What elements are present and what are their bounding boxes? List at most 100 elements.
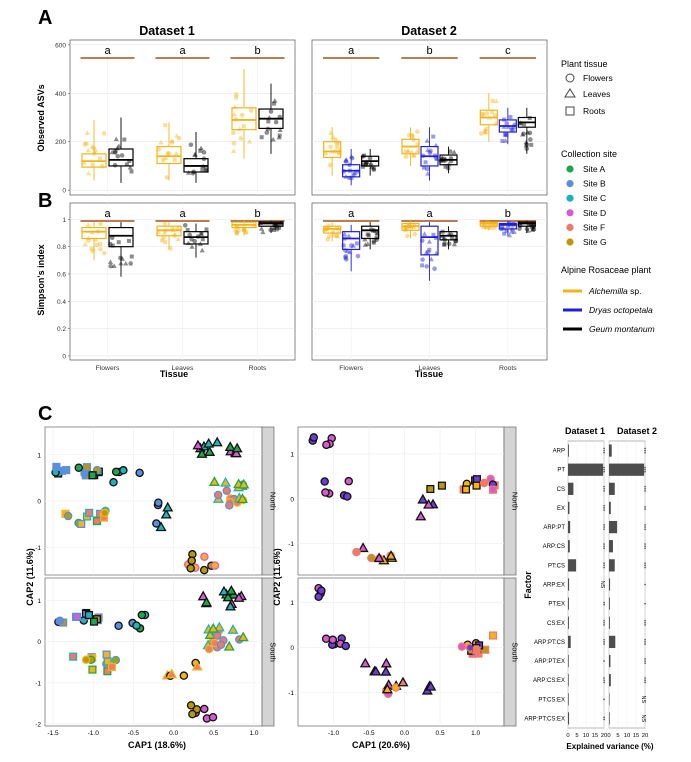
panel-c-d1-strip-label: North xyxy=(269,492,278,510)
panel-a-d2-point xyxy=(523,142,529,148)
panel-a-d2-point xyxy=(367,156,373,161)
panel-a-d2-point xyxy=(451,149,457,155)
panel-a-d2-point xyxy=(524,129,531,135)
variance-bar xyxy=(609,540,613,553)
panel-a-d1-point xyxy=(231,111,237,117)
panel-a-d2-point xyxy=(343,158,349,163)
panel-b-d2-point xyxy=(449,236,454,241)
panel-b-d1-point xyxy=(116,240,121,245)
panel-a-d2-point xyxy=(425,147,431,153)
panel-a-d2-point xyxy=(441,158,446,163)
legend-site-label: Site C xyxy=(583,193,606,203)
variance-bar xyxy=(609,635,616,649)
variance-bar xyxy=(568,597,569,610)
panel-c-d2-point xyxy=(415,510,427,521)
panel-b-d2-point xyxy=(371,238,377,244)
variance-title-dataset1: Dataset 1 xyxy=(565,426,605,436)
variance-signif: * xyxy=(640,603,646,606)
panel-c-d1-point xyxy=(207,622,219,633)
panel-a-d2-sig-letter: b xyxy=(426,45,432,57)
panel-a-d2-point xyxy=(502,138,509,143)
panel-c-d2-xtick-label: 0.5 xyxy=(436,730,445,737)
panel-b-d1-point xyxy=(199,247,205,253)
panel-b-d1-point xyxy=(82,241,88,247)
variance-bar xyxy=(568,463,604,476)
variance-signif: *** xyxy=(599,447,605,454)
variance-bar xyxy=(609,444,612,457)
panel-a-d1-point xyxy=(163,123,168,128)
panel-a-d2-point xyxy=(442,156,447,161)
legend-site-label: Site F xyxy=(583,222,605,232)
panel-c-d1-point xyxy=(111,655,121,665)
panel-a-d1-point xyxy=(169,138,175,143)
panel-b-d1-point xyxy=(192,238,198,244)
panel-c-d1-point xyxy=(225,584,237,595)
panel-c-d2-ytick-label: 0 xyxy=(290,645,294,652)
y-axis-label-b: Simpson's index xyxy=(36,244,46,315)
panel-a-d1-point xyxy=(239,112,245,118)
panel-b-d1-point xyxy=(161,230,168,235)
panel-c-d2-point xyxy=(341,641,350,651)
panel-b-d2-box xyxy=(342,231,361,251)
panel-a-d2-point xyxy=(504,133,509,138)
panel-b-d1-point xyxy=(232,227,239,232)
variance-signif: *** xyxy=(599,620,605,627)
variance-signif: *** xyxy=(640,658,646,665)
panel-a-d2-point xyxy=(371,167,377,172)
panel-a-d2-point xyxy=(405,148,411,153)
panel-b-d1-point xyxy=(236,228,241,233)
panel-a-d2-point xyxy=(407,132,412,137)
panel-a-d1-ytick-label: 600 xyxy=(55,42,66,49)
panel-a-d2-point xyxy=(368,160,374,166)
panel-a-d2-point xyxy=(483,129,489,135)
panel-b-d1-point xyxy=(235,224,240,229)
panel-c-d2-point xyxy=(381,683,393,694)
panel-c-d1-xtick-label: -1.5 xyxy=(47,730,59,737)
panel-c-d2-ytick-label: -1 xyxy=(288,541,294,548)
panel-c-d2-point xyxy=(359,657,371,668)
panel-b-d2-point xyxy=(343,255,348,260)
panel-b-d1-ytick-label: 0.6 xyxy=(57,271,66,278)
panel-a-d2-point xyxy=(351,172,356,177)
panel-a-d1-point xyxy=(116,143,122,148)
panel-c-d2-point xyxy=(461,485,471,494)
panel-b-d1-point xyxy=(234,231,239,236)
panel-c-d2-strip-label: North xyxy=(511,492,520,510)
panel-a-d2-point xyxy=(422,165,427,170)
panel-a-d1-point xyxy=(112,162,118,168)
panel-b-d2-point xyxy=(365,232,370,237)
panel-a-d1-point xyxy=(174,133,180,138)
legend-site-dot xyxy=(566,194,574,202)
panel-a-d1-point xyxy=(119,153,125,158)
panel-a-d2-point xyxy=(443,164,448,169)
panel-a-d2-point xyxy=(439,155,445,160)
variance-bar xyxy=(568,520,571,534)
legend-site-label: Site G xyxy=(583,237,607,247)
variance-xtick-label: 0 xyxy=(566,733,569,739)
panel-c-d1-point xyxy=(222,486,232,495)
panel-c-d2-point xyxy=(344,476,353,486)
panel-b-d2-point xyxy=(345,248,351,254)
variance-signif: ** xyxy=(599,716,605,721)
panel-c-d1-ytick-label: 1 xyxy=(37,452,41,459)
panel-b-d2-point xyxy=(530,226,536,231)
panel-a-d2-point xyxy=(409,132,415,138)
legend-site-dot xyxy=(566,180,574,188)
panel-c-d1-point xyxy=(212,631,222,641)
variance-signif: *** xyxy=(599,524,605,531)
panel-b-d2-point xyxy=(484,225,489,230)
panel-b-d1-point xyxy=(182,223,188,228)
panel-c-d2-point xyxy=(380,657,392,668)
panel-b-d2-point xyxy=(482,223,487,228)
panel-c-d2-point xyxy=(472,646,481,655)
panel-b-d2-point xyxy=(483,224,490,230)
panel-a-d2-point xyxy=(423,160,428,165)
panel-a-d1-point xyxy=(99,163,105,169)
panel-b-d2-point xyxy=(354,241,359,246)
panel-b-d2-point xyxy=(420,257,425,262)
panel-b-d1-ytick-label: 0.8 xyxy=(57,244,66,251)
panel-c-d1-point xyxy=(213,621,225,632)
panel-c-d1-point xyxy=(186,563,195,573)
panel-a-d2-point xyxy=(480,111,485,116)
variance-signif: *** xyxy=(599,505,605,512)
